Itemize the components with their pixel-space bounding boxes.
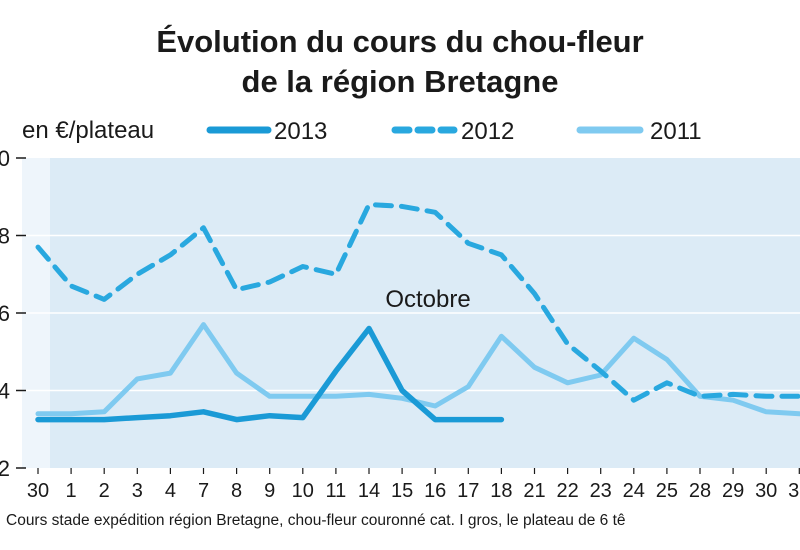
title-line-2: de la région Bretagne xyxy=(241,64,559,99)
x-tick-label-6: 8 xyxy=(231,480,242,502)
x-tick-label-15: 21 xyxy=(523,480,545,502)
x-tick-label-22: 30 xyxy=(755,480,777,502)
x-tick-label-18: 24 xyxy=(623,480,645,502)
x-tick-label-5: 7 xyxy=(198,480,209,502)
y-tick-label-4: 4 xyxy=(0,379,10,404)
chart-title: Évolution du cours du chou-fleur de la r… xyxy=(0,22,800,102)
x-tick-label-1: 1 xyxy=(66,480,77,502)
series-line-2013 xyxy=(35,325,505,423)
x-tick-label-12: 16 xyxy=(424,480,446,502)
y-tick-label-2: 2 xyxy=(0,456,10,481)
x-tick-label-3: 3 xyxy=(132,480,143,502)
x-tick-label-19: 25 xyxy=(656,480,678,502)
x-tick-label-16: 22 xyxy=(556,480,578,502)
x-tick-label-7: 9 xyxy=(264,480,275,502)
legend-label-2012: 2012 xyxy=(461,118,514,145)
x-tick-label-11: 15 xyxy=(391,480,413,502)
x-tick-label-2: 2 xyxy=(99,480,110,502)
legend-label-2011: 2011 xyxy=(650,118,702,145)
x-tick-label-4: 4 xyxy=(165,480,176,502)
series-line-2012 xyxy=(35,202,800,403)
y-unit-label: en €/plateau xyxy=(22,117,155,144)
x-tick-label-20: 28 xyxy=(689,480,711,502)
x-tick-label-9: 11 xyxy=(326,480,347,502)
y-tick-label-6: 6 xyxy=(0,301,10,326)
x-tick-label-14: 18 xyxy=(490,480,512,502)
title-line-1: Évolution du cours du chou-fleur xyxy=(156,24,644,59)
x-tick-label-21: 29 xyxy=(722,480,744,502)
annotation-octobre: Octobre xyxy=(385,286,470,313)
y-tick-label-8: 8 xyxy=(0,224,10,249)
x-tick-label-13: 17 xyxy=(457,480,479,502)
legend-label-2013: 2013 xyxy=(274,118,327,145)
x-tick-label-23: 31 xyxy=(788,480,800,502)
x-tick-label-0: 30 xyxy=(27,480,49,502)
footnote: Cours stade expédition région Bretagne, … xyxy=(6,512,626,529)
x-tick-label-8: 10 xyxy=(292,480,314,502)
x-tick-label-10: 14 xyxy=(358,480,380,502)
x-tick-label-17: 23 xyxy=(590,480,612,502)
y-tick-label-10: 10 xyxy=(0,146,10,171)
